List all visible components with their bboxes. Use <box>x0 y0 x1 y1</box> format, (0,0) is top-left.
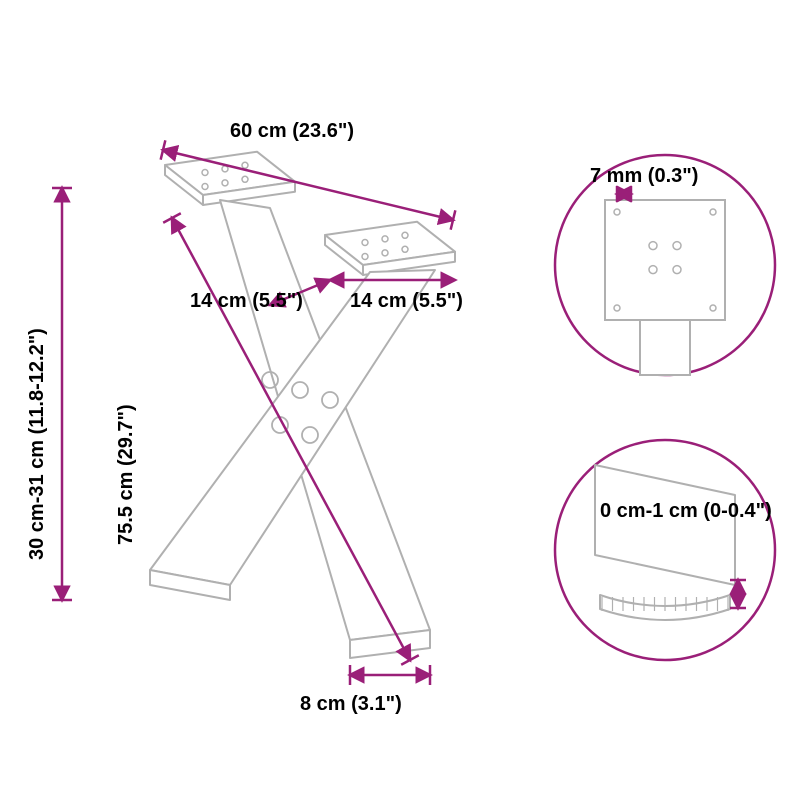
dim-plate-width: 14 cm (5.5") <box>350 290 463 313</box>
dim-diagonal: 75.5 cm (29.7") <box>115 404 138 545</box>
dim-height-left: 30 cm-31 cm (11.8-12.2") <box>26 328 49 560</box>
dim-leg-width: 8 cm (3.1") <box>300 693 402 716</box>
dim-foot-adjust: 0 cm-1 cm (0-0.4") <box>600 500 772 523</box>
dim-hole: 7 mm (0.3") <box>590 165 698 188</box>
dim-width-top: 60 cm (23.6") <box>230 120 354 143</box>
dim-plate-depth: 14 cm (5.5") <box>190 290 303 313</box>
